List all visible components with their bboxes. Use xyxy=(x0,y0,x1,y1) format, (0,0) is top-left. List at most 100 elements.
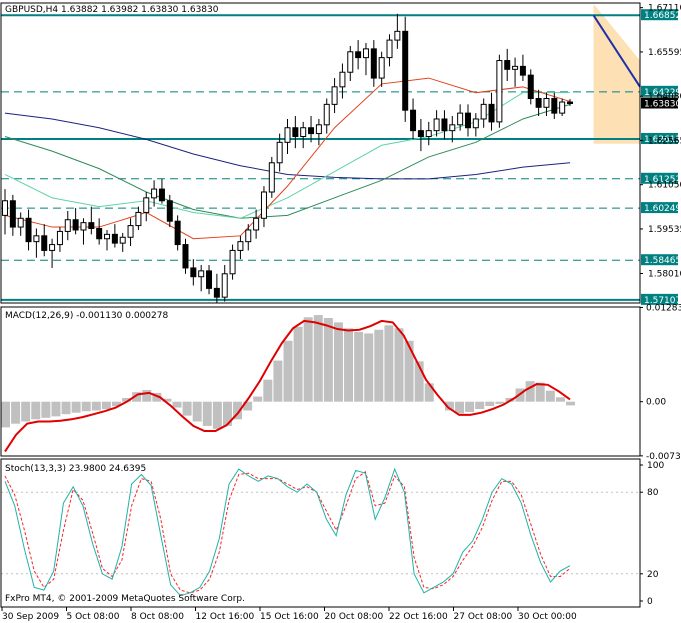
macd-histogram-bar xyxy=(455,401,465,414)
candle-body xyxy=(206,270,213,289)
macd-histogram-bar xyxy=(303,317,313,402)
candle-body xyxy=(402,30,409,111)
candle-body xyxy=(245,229,252,243)
time-tick-label: 27 Oct 08:00 xyxy=(454,612,513,622)
macd-histogram-bar xyxy=(555,397,565,402)
level-label-text: 1.66852 xyxy=(644,11,681,21)
current-price-box xyxy=(641,97,678,109)
macd-histogram-bar xyxy=(293,326,303,402)
candle-body xyxy=(457,112,464,126)
time-tick-label: 12 Oct 16:00 xyxy=(196,612,255,622)
price-tick-label: 1.65595 xyxy=(648,48,681,58)
candle-body xyxy=(276,141,283,164)
macd-histogram-bar xyxy=(475,401,485,410)
candle-body xyxy=(331,86,338,105)
stochastic-tick-label: 100 xyxy=(647,461,664,471)
candle-body xyxy=(72,219,79,231)
candle-body xyxy=(25,217,32,243)
candle-body xyxy=(543,98,550,108)
stochastic-tick-label: 20 xyxy=(647,570,659,580)
stochastic-main-line xyxy=(4,467,571,597)
macd-histogram-bar xyxy=(51,401,61,417)
macd-histogram-bar xyxy=(485,401,495,407)
stochastic-tick-label: 0 xyxy=(647,597,653,607)
price-tick-label: 1.59535 xyxy=(648,225,681,235)
resistance-trendline xyxy=(592,14,641,88)
trendline-layer xyxy=(592,14,641,88)
candle-body xyxy=(182,244,189,269)
candle-body xyxy=(17,217,24,228)
candle-body xyxy=(151,188,158,199)
candle-body xyxy=(33,235,40,243)
level-label-box xyxy=(641,132,678,144)
macd-histogram-bar xyxy=(243,401,253,411)
candle-body xyxy=(49,244,56,251)
macd-histogram-bar xyxy=(233,401,243,420)
price-tick-label: 1.67110 xyxy=(648,4,681,14)
candle-body xyxy=(519,65,526,76)
macd-histogram-bar xyxy=(91,401,101,411)
candle-body xyxy=(221,273,228,298)
macd-histogram-bar xyxy=(21,401,31,422)
candle-body xyxy=(449,124,456,132)
macd-histogram-bar xyxy=(535,382,545,402)
macd-histogram-bar xyxy=(273,360,283,402)
macd-histogram-bar xyxy=(182,401,192,416)
candle-body xyxy=(64,219,71,232)
panel-frame xyxy=(0,306,641,457)
level-label-text: 1.58465 xyxy=(644,256,681,266)
price-tick-label: 1.58010 xyxy=(648,269,681,279)
candle-body xyxy=(104,233,111,240)
macd-histogram-bar xyxy=(374,329,384,402)
macd-histogram-bar xyxy=(222,401,232,426)
candle-body xyxy=(96,228,103,240)
candle-body xyxy=(158,188,165,202)
candle-body xyxy=(504,60,511,70)
macd-histogram-bar xyxy=(545,390,555,402)
macd-signal-layer xyxy=(4,319,571,453)
candle-body xyxy=(9,200,16,228)
candle-body xyxy=(355,51,362,59)
macd-histogram-bar xyxy=(172,401,182,408)
macd-histogram-bar xyxy=(323,318,333,402)
candle-body xyxy=(213,287,220,298)
candle-body xyxy=(111,233,118,244)
level-label-text: 1.60249 xyxy=(644,204,681,214)
candle-body xyxy=(292,127,299,137)
candle-body xyxy=(88,222,95,230)
time-tick-label: 30 Oct 00:00 xyxy=(518,612,577,622)
macd-histogram-bar xyxy=(152,392,162,402)
macd-histogram-bar xyxy=(283,340,293,402)
stochastic-axis-labels: 100 80 20 0 xyxy=(640,461,664,607)
macd-histogram-bar xyxy=(1,401,10,428)
macd-title-text: MACD(12,26,9) -0.001130 0.000278 xyxy=(5,311,168,321)
candle-body xyxy=(512,65,519,70)
panel-frame xyxy=(0,2,641,304)
time-tick-label: 20 Oct 08:00 xyxy=(325,612,384,622)
candle-body xyxy=(472,118,479,129)
candle-body xyxy=(41,235,48,251)
candles-layer xyxy=(2,13,573,303)
level-label-text: 1.57107 xyxy=(644,296,681,306)
macd-histogram-bar xyxy=(333,322,343,402)
candle-body xyxy=(441,118,448,132)
candle-body xyxy=(488,103,495,123)
candle-body xyxy=(127,225,134,238)
candle-body xyxy=(268,162,275,193)
panel-frame xyxy=(0,458,641,608)
macd-histogram-bar xyxy=(101,401,111,410)
candle-body xyxy=(347,51,354,73)
price-tick-label: 1.64080 xyxy=(648,92,681,102)
time-tick-label: 5 Oct 08:00 xyxy=(67,612,120,622)
candle-body xyxy=(284,127,291,143)
time-tick-label: 15 Oct 16:00 xyxy=(260,612,319,622)
candle-body xyxy=(386,39,393,59)
candle-body xyxy=(425,130,432,137)
macd-histogram-bar xyxy=(344,328,354,402)
macd-histogram-bar xyxy=(414,361,424,402)
macd-tick-label: 0.00 xyxy=(646,398,666,408)
candle-body xyxy=(80,222,87,231)
time-tick-label: 22 Oct 16:00 xyxy=(389,612,448,622)
candle-body xyxy=(567,101,573,104)
level-label-box xyxy=(641,202,678,214)
